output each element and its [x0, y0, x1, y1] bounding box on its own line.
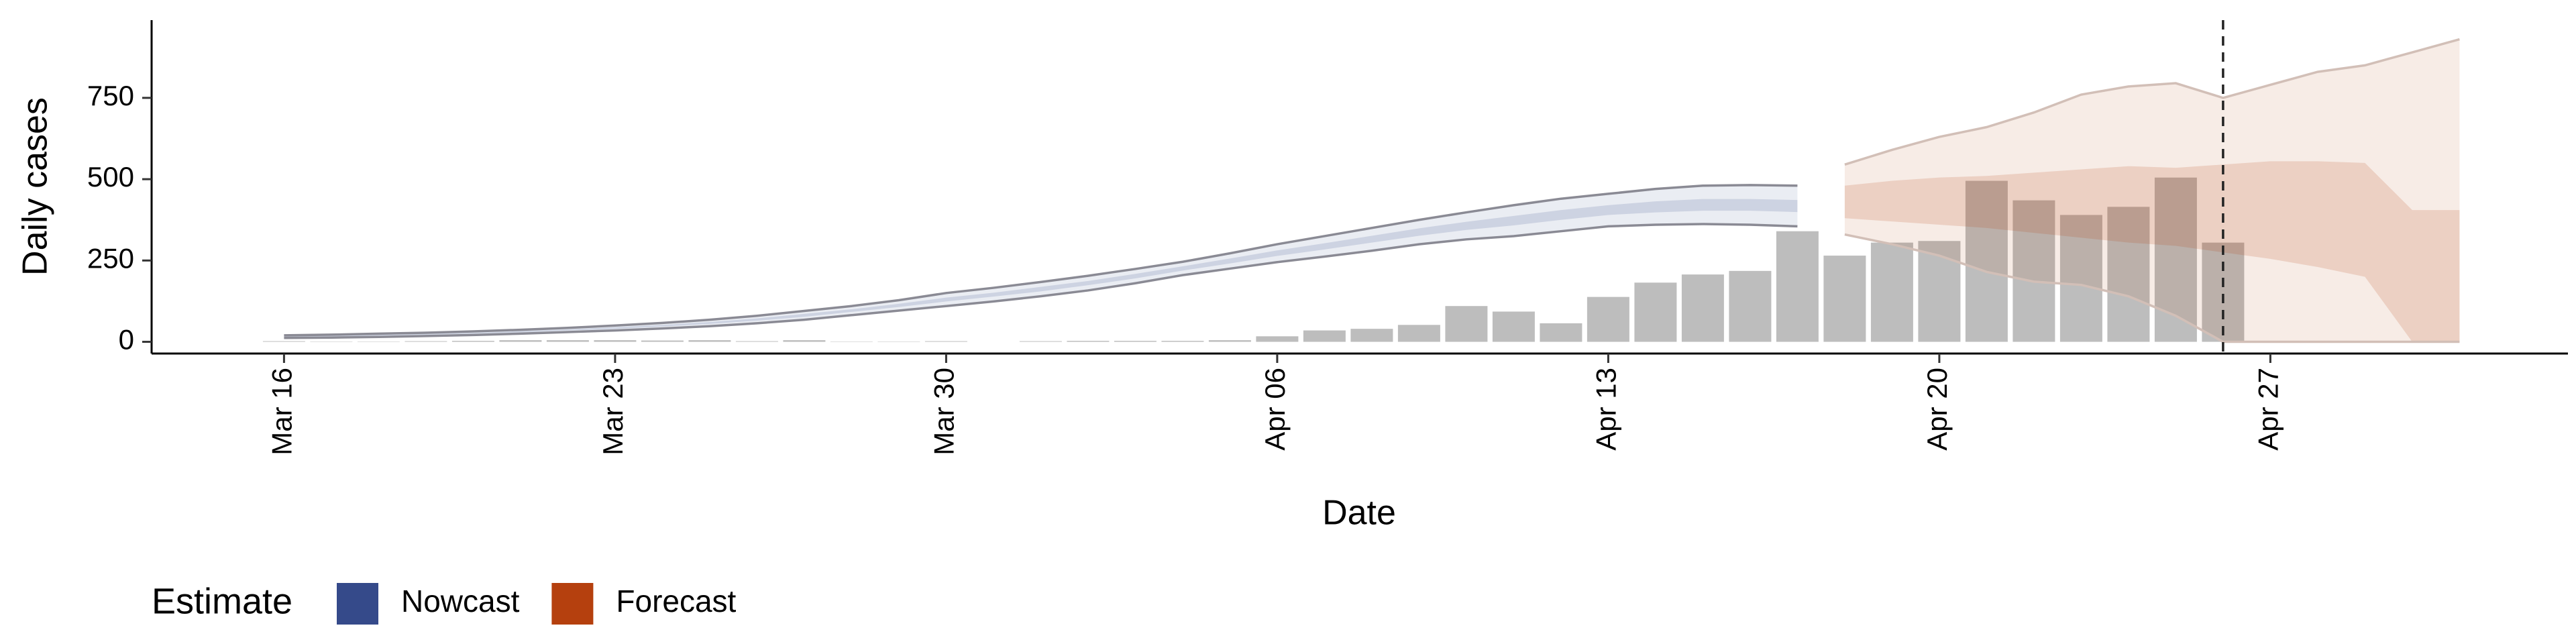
bar [1965, 180, 2008, 342]
x-tick-label: Apr 06 [1259, 368, 1291, 451]
ci-90-band [284, 184, 1798, 338]
x-tick-label: Mar 30 [928, 368, 959, 455]
legend-swatch [551, 583, 594, 625]
bar [2107, 207, 2150, 342]
legend-label: Forecast [616, 584, 736, 619]
bar [405, 341, 447, 342]
bar [924, 341, 967, 342]
bar [1445, 306, 1488, 342]
bar [1256, 336, 1299, 342]
x-tick-label: Apr 20 [1921, 368, 1953, 451]
bar [2202, 242, 2245, 342]
bar [1870, 242, 1913, 342]
ci-edge-line [284, 223, 1798, 339]
x-tick-label: Apr 13 [1590, 368, 1621, 451]
bar [1681, 274, 1724, 342]
legend-label: Nowcast [401, 584, 520, 619]
x-tick-label: Mar 23 [597, 368, 629, 455]
x-tick-label: Mar 16 [266, 368, 297, 455]
bar [2154, 177, 2197, 342]
plot-area [262, 20, 2460, 354]
bar [1587, 297, 1629, 342]
bar [1918, 241, 1961, 342]
bar [1350, 329, 1393, 342]
legend-title: Estimate [152, 581, 292, 621]
bar [1540, 323, 1582, 342]
y-tick-label: 750 [87, 80, 134, 111]
bar [1634, 282, 1677, 342]
bar [594, 340, 637, 342]
bar [499, 340, 542, 342]
y-axis-title: Daily cases [16, 97, 55, 276]
bar [2059, 215, 2102, 342]
bar [1208, 340, 1251, 342]
bar [1776, 231, 1819, 342]
bar [1823, 256, 1866, 342]
bar [1729, 270, 1772, 342]
bar [735, 341, 778, 342]
bar [1303, 330, 1346, 342]
y-tick-label: 500 [87, 161, 134, 193]
bar [783, 340, 826, 342]
bar [546, 340, 589, 342]
bar [2012, 200, 2055, 342]
bar [641, 340, 684, 342]
bar [1492, 311, 1535, 342]
ci-90-band [1844, 39, 2460, 342]
y-tick-label: 250 [87, 242, 134, 274]
y-tick-label: 0 [119, 324, 134, 356]
ci-edge-line [1844, 38, 2460, 166]
ci-edge-line [284, 184, 1798, 337]
bar [688, 340, 731, 342]
ci-50-band [284, 199, 1798, 337]
ci-edge-line [1844, 233, 2460, 343]
ci-50-band [1844, 161, 2460, 342]
x-tick-label: Apr 27 [2252, 368, 2284, 451]
bar [1019, 341, 1062, 342]
bar [1397, 325, 1440, 342]
x-axis-title: Date [1322, 494, 1396, 533]
legend-swatch [337, 583, 378, 625]
bar [262, 341, 305, 342]
